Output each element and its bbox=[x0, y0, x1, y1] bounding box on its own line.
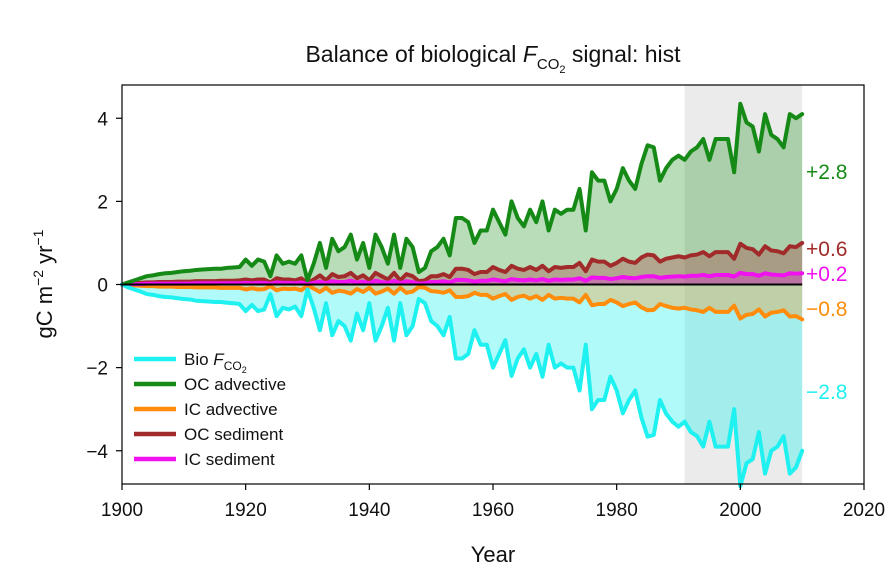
legend-label-bio: Bio FCO2 bbox=[184, 350, 247, 375]
x-tick-label: 1920 bbox=[225, 500, 267, 521]
x-tick-label: 1980 bbox=[596, 500, 638, 521]
series-line-oc-adv bbox=[120, 101, 805, 287]
x-tick-label: 2020 bbox=[843, 500, 885, 521]
area-fill-ic-sed bbox=[122, 272, 803, 285]
chart-title: Balance of biological FCO2 signal: hist bbox=[305, 41, 681, 76]
y-tick-label: −4 bbox=[86, 442, 108, 463]
area-fill-oc-sed bbox=[122, 242, 803, 285]
series-line-oc-sed bbox=[120, 240, 805, 287]
area-fill-oc-adv bbox=[122, 103, 803, 285]
end-label-ic-sed: +0.2 bbox=[806, 263, 847, 286]
area-fill-ic-adv bbox=[122, 284, 803, 320]
y-tick-label: −2 bbox=[86, 359, 108, 380]
legend-label-ic-sed: IC sediment bbox=[184, 450, 275, 469]
series-line-bio bbox=[120, 282, 805, 489]
y-tick-label: 0 bbox=[97, 276, 108, 297]
area-fills bbox=[122, 103, 803, 487]
end-label-oc-adv: +2.8 bbox=[806, 161, 847, 184]
y-tick-label: 4 bbox=[97, 109, 108, 130]
series-line-ic-adv bbox=[120, 282, 805, 322]
axes bbox=[116, 84, 865, 490]
legend-label-oc-adv: OC advective bbox=[184, 375, 286, 394]
series-line-ic-sed bbox=[120, 270, 805, 287]
end-label-ic-adv: −0.8 bbox=[806, 298, 847, 321]
legend-label-oc-sed: OC sediment bbox=[184, 425, 283, 444]
tick-labels: 1900 1920 1940 1960 1980 2000 2020 4 2 0 −2 −4 bbox=[86, 109, 885, 521]
x-tick-label: 1960 bbox=[472, 500, 514, 521]
x-axis-label: Year bbox=[471, 542, 515, 564]
end-value-labels: +2.8 +0.6+0.2 −0.8 −2.8 bbox=[806, 161, 847, 404]
end-label-oc-sed: +0.6 bbox=[806, 238, 847, 261]
x-tick-label: 2000 bbox=[719, 500, 761, 521]
end-label-bio: −2.8 bbox=[806, 381, 847, 404]
x-tick-label: 1940 bbox=[348, 500, 390, 521]
y-axis-label: gC m−2 yr−1 bbox=[30, 229, 57, 338]
x-tick-label: 1900 bbox=[101, 500, 143, 521]
legend-label-ic-adv: IC advective bbox=[184, 400, 278, 419]
y-tick-label: 2 bbox=[97, 192, 108, 213]
area-fill-bio bbox=[122, 284, 803, 487]
series-lines bbox=[120, 101, 805, 489]
